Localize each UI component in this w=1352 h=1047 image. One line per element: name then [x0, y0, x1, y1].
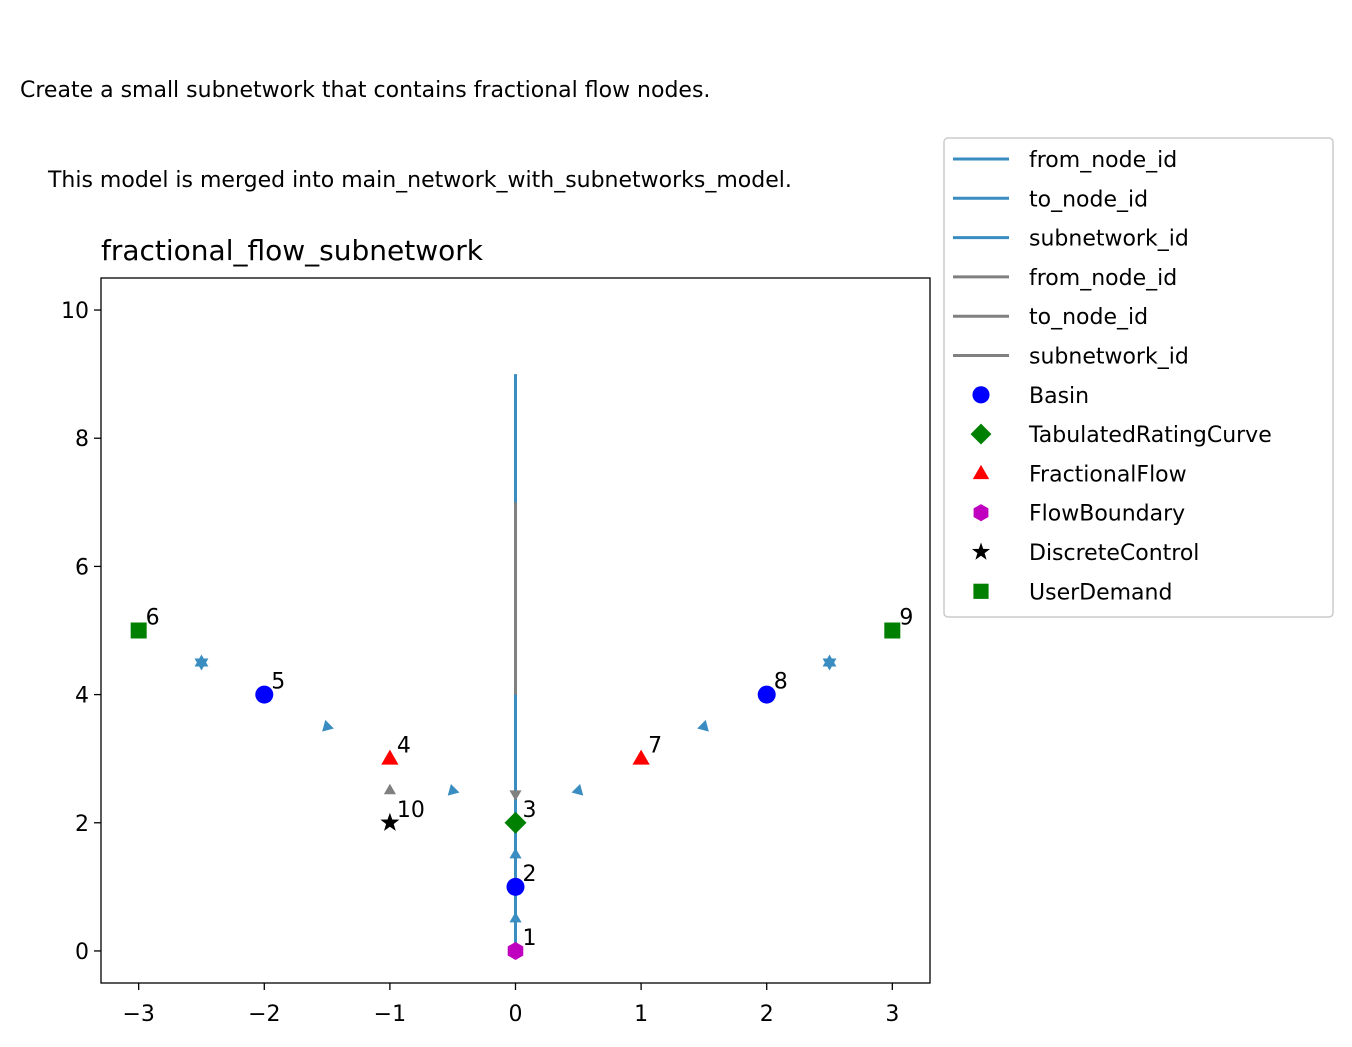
- node-label: 6: [146, 606, 160, 631]
- legend-label: FlowBoundary: [1029, 502, 1185, 527]
- edge-marker: [383, 783, 396, 795]
- x-tick-label: −1: [374, 1002, 406, 1027]
- node-label: 8: [774, 670, 788, 695]
- legend-discretecontrol-swatch: [971, 542, 991, 560]
- legend-label: to_node_id: [1029, 187, 1148, 212]
- node-label: 5: [271, 670, 285, 695]
- y-tick-label: 6: [75, 555, 89, 580]
- legend: from_node_id to_node_id subnetwork_id from_…: [943, 137, 1334, 618]
- suptitle-line-1: Create a small subnetwork that contains …: [20, 78, 711, 103]
- y-tick-label: 10: [61, 299, 89, 324]
- edge-marker: [822, 654, 837, 671]
- edge-marker: [322, 719, 334, 732]
- y-tick-label: 0: [75, 940, 89, 965]
- y-tick-label: 2: [75, 812, 89, 837]
- legend-label: FractionalFlow: [1029, 462, 1187, 487]
- y-tick-label: 4: [75, 684, 89, 709]
- node-label: 2: [523, 862, 537, 887]
- node-userdemand-marker: [130, 622, 147, 639]
- suptitle-line-2: This model is merged into main_network_w…: [20, 168, 792, 193]
- x-tick-label: 0: [509, 1002, 523, 1027]
- node-flowboundary-marker: [507, 941, 524, 960]
- node-label: 1: [523, 926, 537, 951]
- edge-marker: [509, 790, 522, 801]
- x-tick-label: 3: [885, 1002, 899, 1027]
- x-tick-label: 2: [760, 1002, 774, 1027]
- node-userdemand-marker: [884, 622, 901, 639]
- y-tick-label: 8: [75, 427, 89, 452]
- edge-marker: [571, 783, 584, 796]
- chart-title: fractional_flow_subnetwork: [101, 234, 484, 267]
- legend-label: UserDemand: [1029, 580, 1172, 605]
- edge-marker: [194, 654, 209, 671]
- edge-marker: [697, 719, 709, 732]
- legend-label: Basin: [1029, 384, 1089, 409]
- node-label: 9: [899, 606, 913, 631]
- node-basin-marker: [506, 877, 525, 896]
- x-tick-label: 1: [634, 1002, 648, 1027]
- legend-label: TabulatedRatingCurve: [1028, 423, 1272, 448]
- node-basin-marker: [255, 685, 274, 704]
- node-fractionalflow-marker: [632, 749, 650, 765]
- node-label: 10: [397, 798, 425, 823]
- node-fractionalflow-marker: [381, 749, 399, 765]
- legend-userdemand-swatch: [973, 583, 989, 599]
- node-discretecontrol-marker: [380, 812, 400, 831]
- legend-frame: [943, 137, 1334, 618]
- node-basin-marker: [757, 685, 776, 704]
- figure-suptitle: Create a small subnetwork that contains …: [20, 16, 792, 226]
- legend-label: from_node_id: [1029, 266, 1177, 291]
- legend-label: to_node_id: [1029, 305, 1148, 330]
- legend-label: subnetwork_id: [1029, 227, 1189, 252]
- legend-flowboundary-swatch: [973, 504, 989, 522]
- x-tick-label: −3: [122, 1002, 154, 1027]
- node-label: 3: [523, 798, 537, 823]
- edge-marker: [447, 783, 460, 796]
- node-label: 4: [397, 734, 411, 759]
- legend-label: from_node_id: [1029, 148, 1177, 173]
- legend-tabulatedratingcurve-swatch: [970, 423, 992, 445]
- x-tick-label: −2: [248, 1002, 280, 1027]
- edge-marker: [509, 847, 522, 859]
- node-tabulatedratingcurve-marker: [504, 811, 527, 834]
- legend-fractionalflow-swatch: [972, 464, 990, 480]
- legend-label: DiscreteControl: [1029, 541, 1199, 566]
- legend-basin-swatch: [972, 386, 990, 404]
- node-label: 7: [648, 734, 662, 759]
- edge-marker: [509, 911, 522, 923]
- legend-label: subnetwork_id: [1029, 345, 1189, 370]
